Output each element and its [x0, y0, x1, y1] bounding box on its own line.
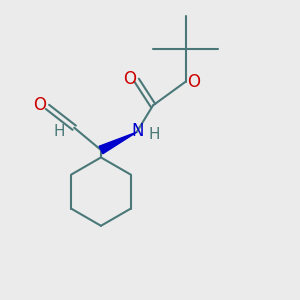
- Text: H: H: [149, 127, 160, 142]
- Text: N: N: [132, 122, 144, 140]
- Text: H: H: [53, 124, 64, 139]
- Text: O: O: [34, 95, 46, 113]
- Polygon shape: [99, 132, 136, 154]
- Text: O: O: [188, 73, 200, 91]
- Text: O: O: [123, 70, 136, 88]
